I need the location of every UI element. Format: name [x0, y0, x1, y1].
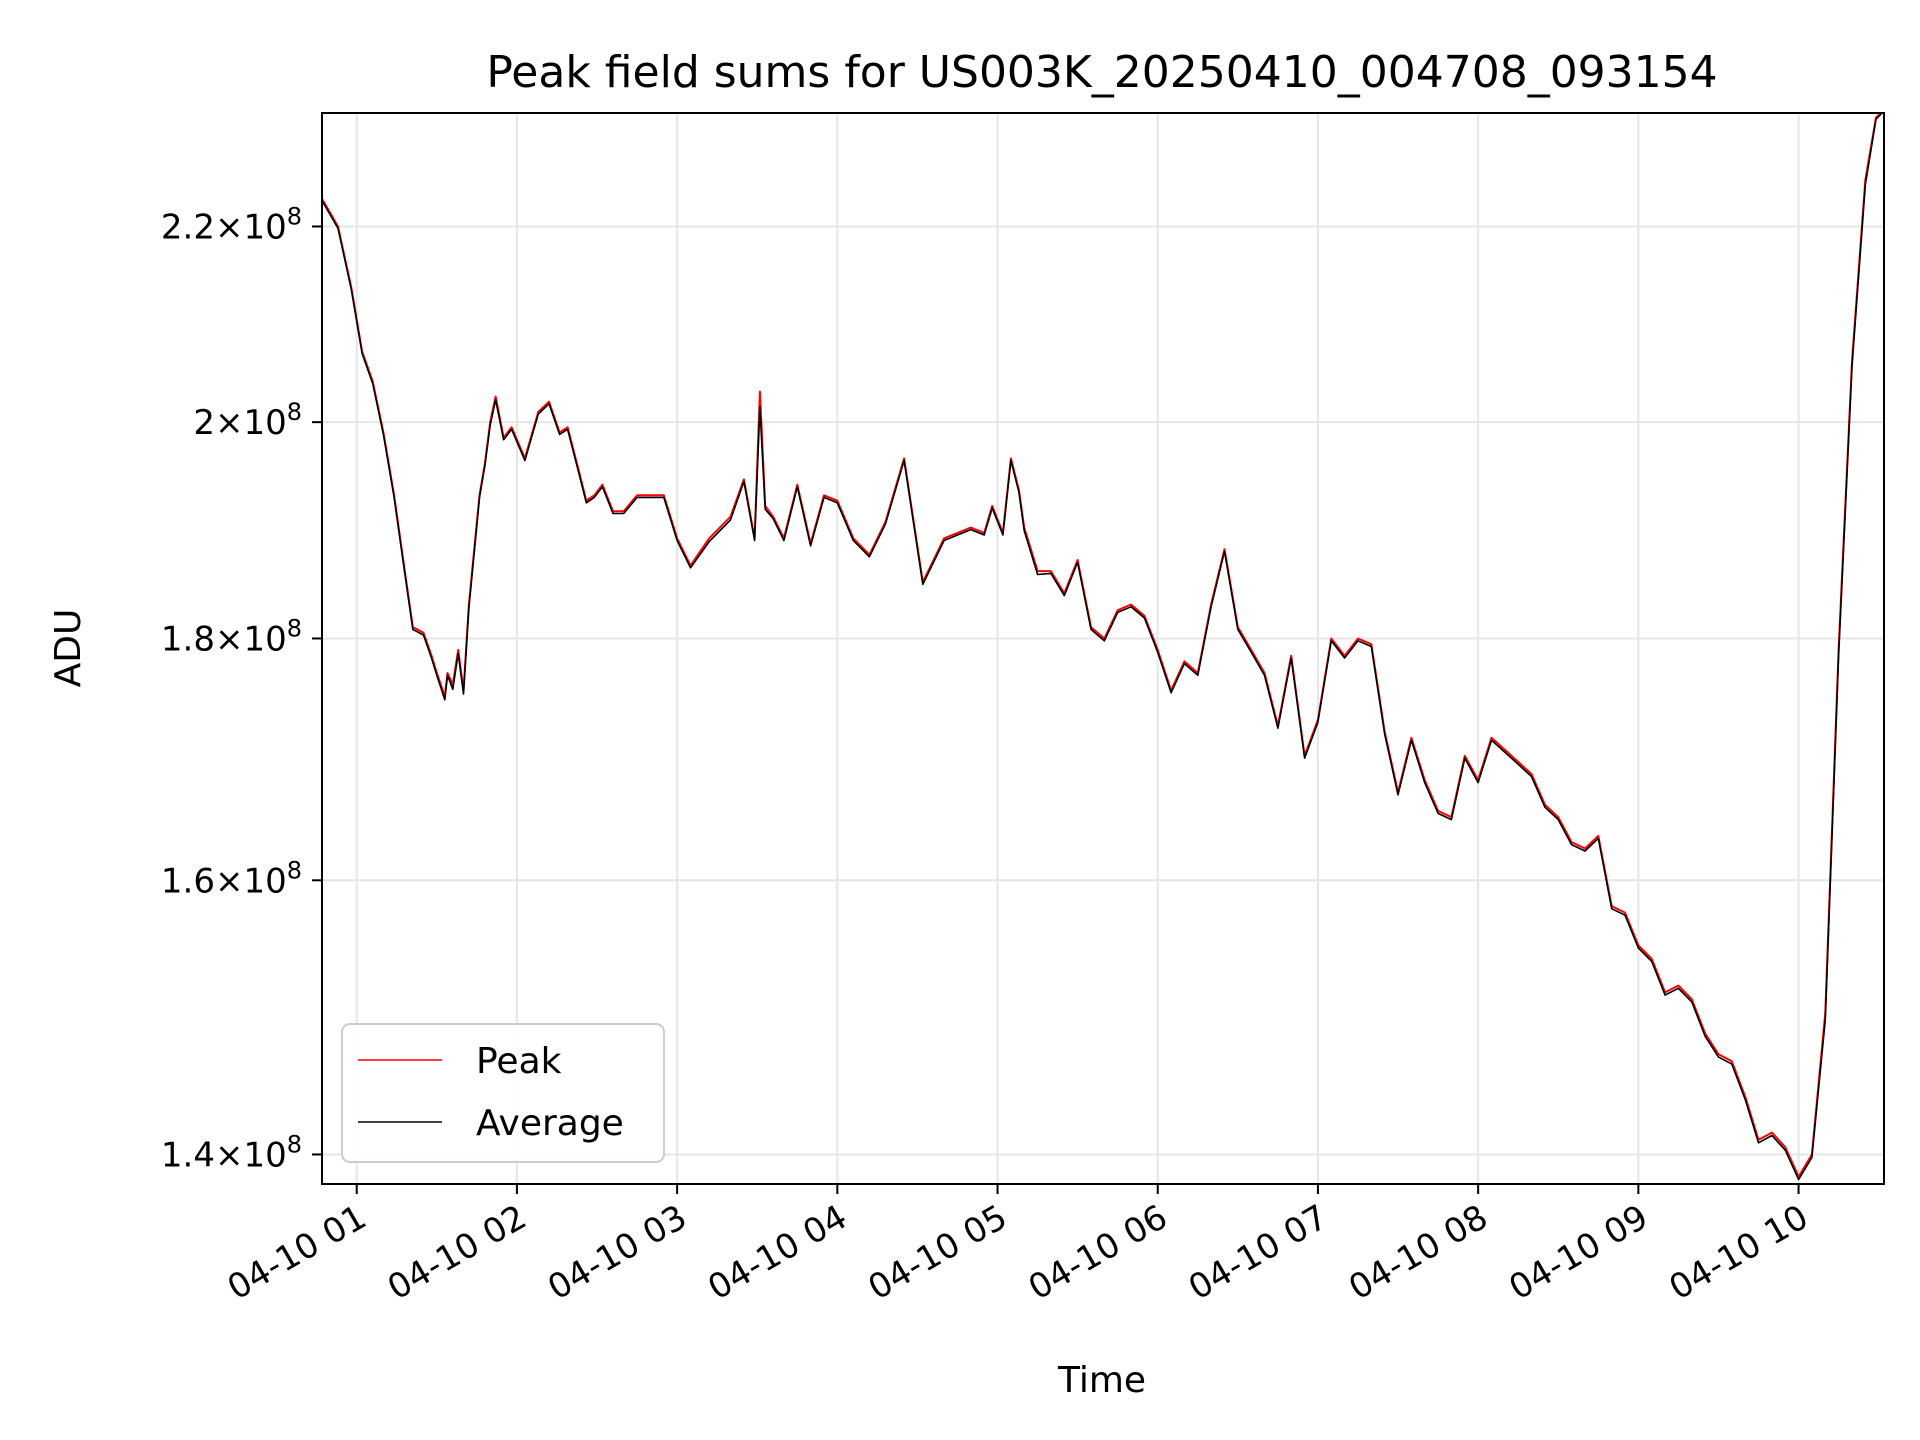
legend: Peak Average — [341, 1023, 665, 1163]
series-line-average — [322, 113, 1882, 1181]
chart-title: Peak field sums for US003K_20250410_0047… — [486, 47, 1717, 98]
plot-lines — [322, 113, 1882, 1181]
y-tick-label: 2×108 — [193, 398, 302, 443]
y-tick-label: 1.8×108 — [161, 614, 302, 659]
y-tick-label: 2.2×108 — [161, 202, 302, 247]
plot-frame — [321, 112, 1885, 1185]
x-axis-label: Time — [1057, 1360, 1146, 1401]
legend-label-peak: Peak — [476, 1041, 562, 1082]
y-tick-label: 1.6×108 — [161, 856, 302, 901]
y-tick-label: 1.4×108 — [161, 1130, 302, 1175]
y-axis: 1.4×108 1.6×108 1.8×108 2×108 2.2×108 — [161, 202, 322, 1175]
y-axis-label: ADU — [48, 609, 89, 688]
grid — [322, 113, 1884, 1184]
legend-box — [341, 1023, 665, 1163]
legend-label-average: Average — [476, 1103, 624, 1144]
